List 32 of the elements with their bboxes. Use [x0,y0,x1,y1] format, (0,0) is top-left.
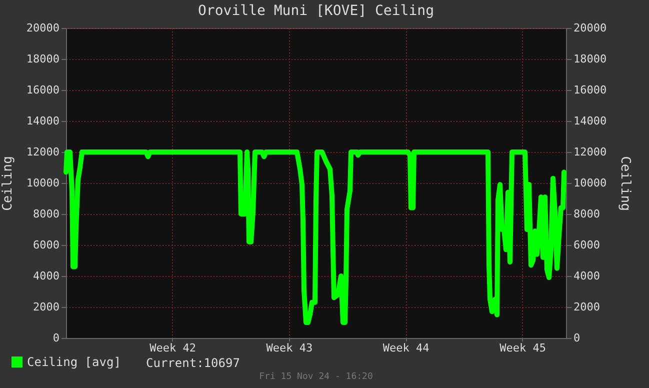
y2-tick-label: 4000 [574,270,600,282]
text: Fri 15 Nov 24 - 16:20 [259,372,373,382]
y-tick-label: 8000 [33,208,60,220]
y-tick-label: 14000 [26,114,60,128]
y2-tick-label: 8000 [574,208,600,220]
x-tick-label: Week 42 [150,342,196,354]
y-tick-label: 12000 [26,146,60,158]
y-tick-label: 16000 [26,84,60,96]
y-tick-label: 20000 [26,22,60,34]
y2-tick-label: 20000 [574,22,607,34]
y2-tick-label: 6000 [574,238,600,252]
legend-label: Ceiling [avg] [27,355,121,369]
x-tick-label: Week 45 [500,342,546,354]
y2-tick-label: 10000 [574,176,607,190]
y2-tick-label: 14000 [574,114,607,128]
y-axis-title: Ceiling [0,156,16,211]
y-tick-label: 10000 [26,176,60,190]
text: Current:10697 [146,356,240,370]
y-tick-label: 6000 [33,238,60,252]
y-tick-label: 4000 [33,270,60,282]
y2-axis-title: Ceiling [618,156,633,211]
y2-tick-label: 0 [574,332,580,344]
y2-tick-label: 16000 [574,84,607,96]
y-tick-label: 18000 [26,52,60,66]
y-tick-label: 2000 [33,300,60,314]
chart-title: Oroville Muni [KOVE] Ceiling [198,3,434,19]
y-tick-label: 0 [52,332,60,344]
y2-tick-label: 18000 [574,52,607,66]
y2-tick-label: 2000 [574,300,600,314]
x-tick-label: Week 44 [382,342,430,354]
x-tick-label: Week 43 [266,342,313,354]
y2-tick-label: 12000 [574,146,607,158]
